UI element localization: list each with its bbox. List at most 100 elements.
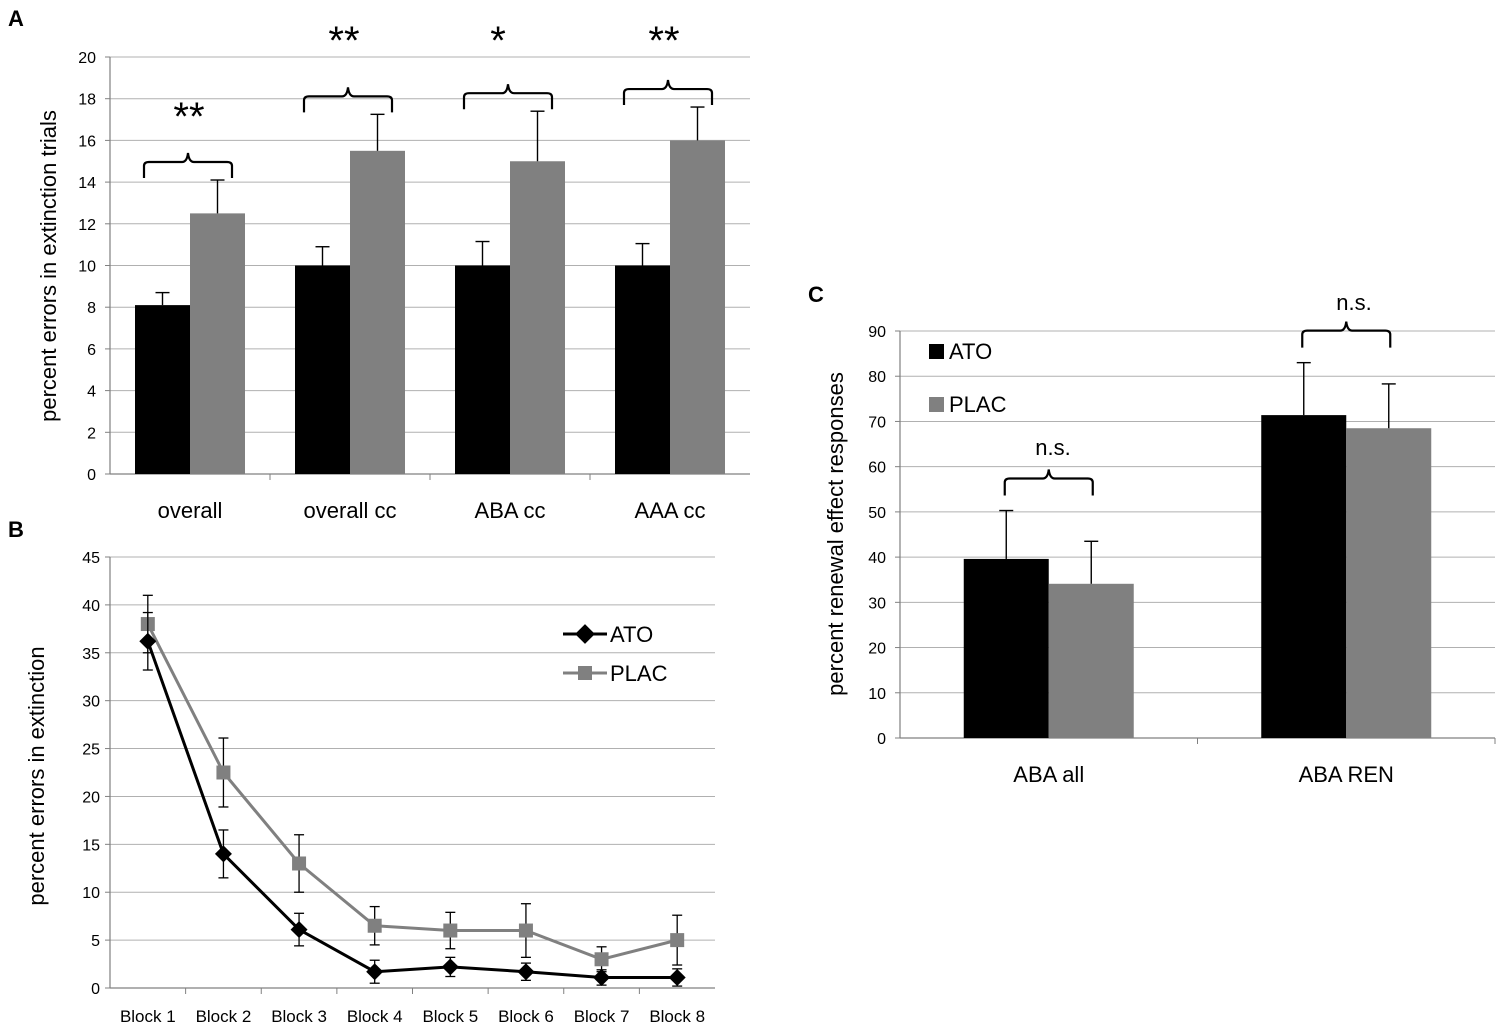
panel-a-y-tick-label: 8	[87, 300, 96, 317]
panel-c-legend-plac-swatch	[929, 397, 944, 412]
panel-b-point-ato	[139, 632, 157, 650]
panel-c-y-tick-label: 0	[877, 731, 886, 748]
panel-b-point-plac	[594, 952, 609, 967]
panel-a-y-tick-label: 12	[78, 217, 96, 234]
panel-c-y-tick-label: 40	[868, 550, 886, 567]
panel-c-legend-ato-swatch	[929, 344, 944, 359]
panel-a-x-label: AAA cc	[635, 498, 706, 523]
panel-a-brace	[302, 87, 394, 113]
panel-c-ns-aba-all: n.s.	[1035, 435, 1070, 460]
panel-b-point-ato	[668, 968, 686, 986]
panel-c-y-tick-label: 50	[868, 505, 886, 522]
panel-letter-c: C	[808, 282, 824, 307]
panel-letter-a: A	[8, 6, 24, 31]
panel-b-point-plac	[292, 856, 307, 871]
panel-a-brace	[142, 152, 234, 179]
panel-c-bar-ato	[1261, 415, 1347, 738]
panel-c-y-tick-label: 30	[868, 595, 886, 612]
panel-b-x-label: Block 7	[574, 1007, 630, 1026]
panel-b-point-plac	[443, 923, 458, 938]
panel-a-significance-overall: **	[173, 95, 204, 139]
panel-b-x-label: Block 3	[271, 1007, 327, 1026]
panel-c-x-label: ABA REN	[1299, 762, 1394, 787]
panel-c-x-label: ABA all	[1013, 762, 1084, 787]
panel-c-bar-ato	[963, 558, 1049, 738]
panel-a-y-tick-label: 20	[78, 50, 96, 67]
panel-b-y-tick-label: 45	[82, 550, 100, 567]
panel-b-point-ato	[290, 921, 308, 939]
panel-b-y-tick-label: 20	[82, 789, 100, 806]
panel-b-y-tick-label: 35	[82, 646, 100, 663]
panel-a-significance-overall-cc: **	[328, 19, 359, 63]
panel-b-x-label: Block 6	[498, 1007, 554, 1026]
panel-a-y-tick-label: 4	[87, 384, 96, 401]
panel-b-legend-ato-label: ATO	[610, 622, 653, 647]
panel-letter-b: B	[8, 517, 24, 542]
panel-b-x-label: Block 4	[347, 1007, 403, 1026]
panel-b-plot: 0 5 10 15 20 25 30 35 40 45 Block 1 Block 2 Block 3 B…	[82, 550, 715, 1026]
panel-c-legend-ato-label: ATO	[949, 339, 992, 364]
panel-a-bar-ato	[455, 265, 510, 474]
panel-b-y-tick-label: 5	[91, 933, 100, 950]
panel-a-bar-plac	[190, 213, 245, 474]
panel-a-y-tick-label: 0	[87, 467, 96, 484]
panel-b-y-tick-label: 0	[91, 981, 100, 998]
panel-b-line-plac	[146, 623, 678, 961]
panel-b-point-plac	[670, 933, 685, 948]
panel-a-x-label: overall cc	[304, 498, 397, 523]
panel-c-brace	[1301, 321, 1392, 348]
panel-b-legend-plac-label: PLAC	[610, 661, 668, 686]
panel-b-x-label: Block 1	[120, 1007, 176, 1026]
panel-c-y-axis-title: percent renewal effect responses	[823, 372, 848, 696]
panel-a-y-tick-label: 10	[78, 259, 96, 276]
panel-c-brace	[1003, 469, 1094, 496]
panel-c-bar-plac	[1346, 428, 1432, 738]
panel-b-y-tick-label: 10	[82, 885, 100, 902]
panel-a-bar-plac	[510, 161, 565, 474]
panel-a-x-label: overall	[158, 498, 223, 523]
panel-a-bar-ato	[615, 265, 670, 474]
panel-b-point-plac	[367, 918, 382, 933]
panel-a-brace	[462, 84, 554, 110]
panel-b-x-label: Block 8	[649, 1007, 705, 1026]
panel-b-legend-plac-marker	[578, 666, 592, 680]
panel-c-plot: 0 10 20 30 40 50 60 70 80 90 ABA all ABA REN	[868, 321, 1496, 787]
panel-b-y-tick-label: 30	[82, 694, 100, 711]
panel-b-x-label: Block 2	[196, 1007, 252, 1026]
panel-b-x-label: Block 5	[422, 1007, 478, 1026]
panel-c-y-tick-label: 70	[868, 414, 886, 431]
panel-c-y-tick-label: 60	[868, 460, 886, 477]
panel-a-y-axis-title: percent errors in extinction trials	[36, 110, 61, 422]
panel-b-point-ato	[593, 968, 611, 986]
panel-b-point-ato	[214, 845, 232, 863]
panel-c-ns-aba-ren: n.s.	[1336, 290, 1371, 315]
panel-a-significance-aba-cc: *	[490, 19, 506, 63]
panel-b-point-plac	[216, 765, 231, 780]
panel-b-y-tick-label: 25	[82, 742, 100, 759]
panel-b-point-plac	[518, 923, 533, 938]
panel-c-y-tick-label: 80	[868, 369, 886, 386]
panel-a-bar-plac	[670, 140, 725, 474]
panel-a-plot: 0 2 4 6 8 10 12 14 16 18 20 overall overall cc ABA cc…	[78, 50, 750, 523]
panel-b-y-tick-label: 40	[82, 598, 100, 615]
panel-a-significance-aaa-cc: **	[648, 19, 679, 63]
panel-b-y-axis-title: percent errors in extinction	[24, 646, 49, 905]
panel-b-legend-ato-marker	[575, 624, 595, 644]
panel-c-y-tick-label: 20	[868, 641, 886, 658]
panel-b-point-ato	[517, 963, 535, 981]
panel-a-x-label: ABA cc	[475, 498, 546, 523]
panel-a-bar-plac	[350, 150, 405, 474]
panel-c-legend-plac-label: PLAC	[949, 392, 1007, 417]
panel-a-y-tick-label: 14	[78, 175, 96, 192]
panel-a-y-tick-label: 6	[87, 342, 96, 359]
panel-c-y-tick-label: 90	[868, 324, 886, 341]
panel-b-point-ato	[441, 958, 459, 976]
panel-b-line-ato	[146, 640, 678, 979]
panel-a-bar-ato	[295, 265, 350, 474]
panel-b-y-tick-label: 15	[82, 837, 100, 854]
panel-b-point-ato	[366, 963, 384, 981]
panel-c-bar-plac	[1048, 583, 1134, 738]
panel-a-bar-ato	[135, 305, 190, 474]
panel-a-y-tick-label: 2	[87, 425, 96, 442]
panel-c-y-tick-label: 10	[868, 686, 886, 703]
